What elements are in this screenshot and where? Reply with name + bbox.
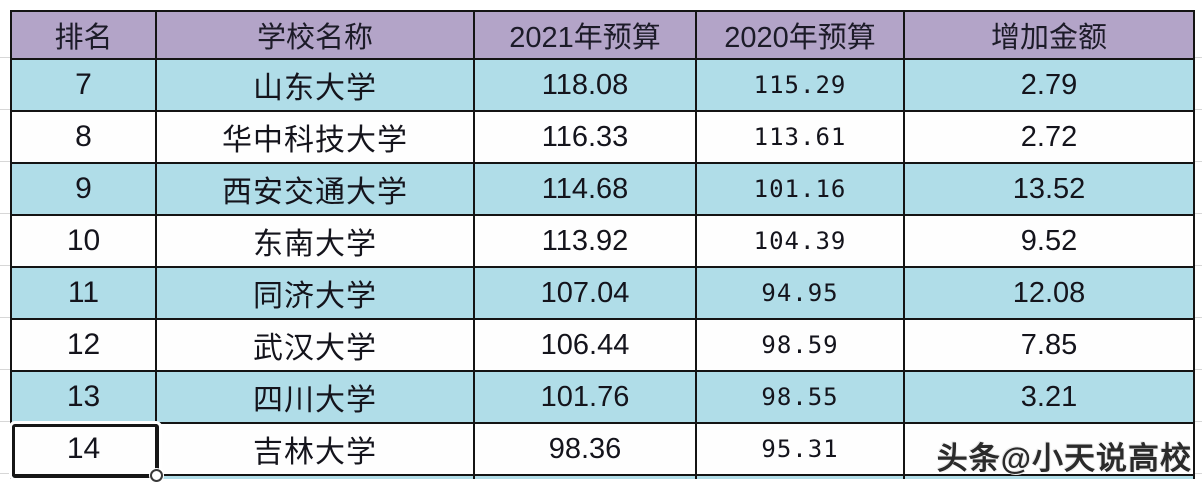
table-row: 11 同济大学 107.04 94.95 12.08 <box>10 266 1195 320</box>
budget-2021-cell[interactable]: 101.76 <box>473 370 697 424</box>
budget-2021-cell[interactable]: 106.44 <box>473 318 697 372</box>
budget-2021-cell[interactable]: 107.04 <box>473 266 697 320</box>
partial-cell <box>903 474 1195 479</box>
budget-2020-cell[interactable]: 98.55 <box>695 370 905 424</box>
increase-cell[interactable]: 3.21 <box>903 370 1195 424</box>
budget-2021-cell[interactable]: 113.92 <box>473 214 697 268</box>
rank-cell[interactable]: 14 <box>10 422 157 476</box>
budget-2020-cell[interactable]: 95.31 <box>695 422 905 476</box>
budget-2020-cell[interactable]: 98.59 <box>695 318 905 372</box>
school-name-cell[interactable]: 山东大学 <box>155 58 475 112</box>
header-increase[interactable]: 增加金额 <box>903 10 1195 60</box>
school-name-cell[interactable]: 四川大学 <box>155 370 475 424</box>
left-gridline-strip <box>0 6 10 482</box>
header-row: 排名 学校名称 2021年预算 2020年预算 增加金额 <box>10 10 1195 60</box>
school-name-cell[interactable]: 同济大学 <box>155 266 475 320</box>
increase-cell[interactable]: 2.79 <box>903 58 1195 112</box>
budget-2021-cell[interactable]: 118.08 <box>473 58 697 112</box>
rank-cell[interactable]: 12 <box>10 318 157 372</box>
table-row: 10 东南大学 113.92 104.39 9.52 <box>10 214 1195 268</box>
watermark: 头条@小天说高校 <box>936 441 1192 476</box>
header-2020-budget[interactable]: 2020年预算 <box>695 10 905 60</box>
increase-cell[interactable]: 9.52 <box>903 214 1195 268</box>
budget-2021-cell[interactable]: 98.36 <box>473 422 697 476</box>
selected-cell-outline[interactable] <box>12 424 163 482</box>
table-row: 12 武汉大学 106.44 98.59 7.85 <box>10 318 1195 372</box>
budget-2020-cell[interactable]: 94.95 <box>695 266 905 320</box>
rank-cell[interactable]: 13 <box>10 370 157 424</box>
increase-cell[interactable]: 13.52 <box>903 162 1195 216</box>
increase-cell[interactable]: 2.72 <box>903 110 1195 164</box>
right-gridline-strip <box>1193 6 1202 482</box>
budget-2020-cell[interactable]: 115.29 <box>695 58 905 112</box>
budget-table: 排名 学校名称 2021年预算 2020年预算 增加金额 7 山东大学 118.… <box>10 10 1195 479</box>
table-row: 9 西安交通大学 114.68 101.16 13.52 <box>10 162 1195 216</box>
school-name-cell[interactable]: 武汉大学 <box>155 318 475 372</box>
rank-cell[interactable]: 10 <box>10 214 157 268</box>
partial-cell <box>473 474 697 479</box>
school-name-cell[interactable]: 华中科技大学 <box>155 110 475 164</box>
partial-cell <box>695 474 905 479</box>
rank-cell[interactable]: 8 <box>10 110 157 164</box>
rank-cell[interactable]: 9 <box>10 162 157 216</box>
school-name-cell[interactable]: 东南大学 <box>155 214 475 268</box>
table-row: 14 吉林大学 98.36 95.31 <box>10 422 1195 476</box>
partial-cell <box>155 474 475 479</box>
header-2021-budget[interactable]: 2021年预算 <box>473 10 697 60</box>
budget-2020-cell[interactable]: 104.39 <box>695 214 905 268</box>
budget-2021-cell[interactable]: 116.33 <box>473 110 697 164</box>
budget-2020-cell[interactable]: 101.16 <box>695 162 905 216</box>
increase-cell[interactable] <box>903 422 1195 476</box>
table-row: 7 山东大学 118.08 115.29 2.79 <box>10 58 1195 112</box>
table-row: 13 四川大学 101.76 98.55 3.21 <box>10 370 1195 424</box>
rank-cell[interactable]: 11 <box>10 266 157 320</box>
budget-2021-cell[interactable]: 114.68 <box>473 162 697 216</box>
school-name-cell[interactable]: 吉林大学 <box>155 422 475 476</box>
increase-cell[interactable]: 7.85 <box>903 318 1195 372</box>
table-row: 8 华中科技大学 116.33 113.61 2.72 <box>10 110 1195 164</box>
header-school-name[interactable]: 学校名称 <box>155 10 475 60</box>
rank-cell[interactable]: 7 <box>10 58 157 112</box>
budget-2020-cell[interactable]: 113.61 <box>695 110 905 164</box>
selection-fill-handle[interactable] <box>150 469 163 482</box>
school-name-cell[interactable]: 西安交通大学 <box>155 162 475 216</box>
header-rank[interactable]: 排名 <box>10 10 157 60</box>
increase-cell[interactable]: 12.08 <box>903 266 1195 320</box>
